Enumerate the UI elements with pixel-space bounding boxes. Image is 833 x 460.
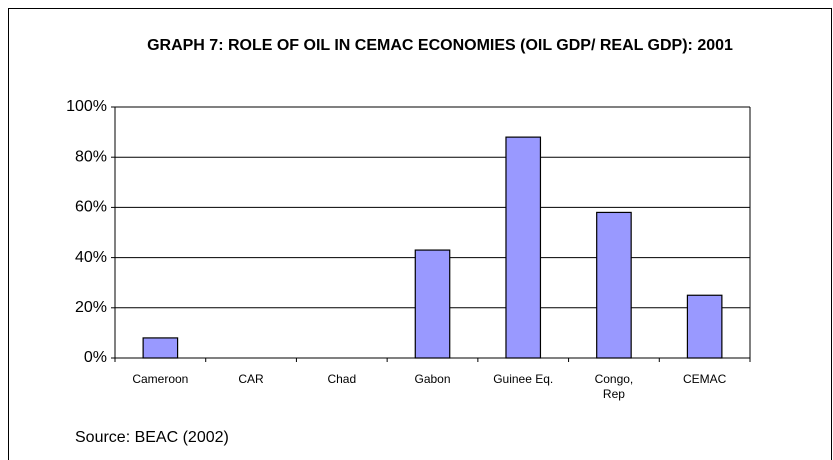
y-tick-label: 40% bbox=[75, 249, 107, 266]
x-tick-label: Guinee Eq. bbox=[493, 372, 553, 386]
chart-title: GRAPH 7: ROLE OF OIL IN CEMAC ECONOMIES … bbox=[147, 37, 733, 54]
bar bbox=[414, 249, 451, 359]
bar bbox=[686, 294, 723, 359]
y-tick-label: 100% bbox=[66, 98, 107, 115]
y-tick-label: 20% bbox=[75, 299, 107, 316]
bar bbox=[596, 211, 632, 359]
bar bbox=[142, 337, 179, 359]
y-tick-label: 0% bbox=[84, 349, 107, 366]
x-tick-label: Chad bbox=[327, 372, 356, 386]
frame bbox=[8, 8, 832, 460]
y-tick-label: 60% bbox=[75, 199, 107, 216]
x-tick-label: Gabon bbox=[414, 372, 450, 386]
y-tick-label: 80% bbox=[75, 148, 107, 165]
source-note: Source: BEAC (2002) bbox=[75, 429, 229, 446]
title-box: GRAPH 7: ROLE OF OIL IN CEMAC ECONOMIES … bbox=[147, 37, 733, 54]
x-tick-label: Congo, Rep bbox=[595, 372, 634, 401]
bar bbox=[505, 136, 542, 359]
x-tick-label: Cameroon bbox=[132, 372, 188, 386]
x-tick-label: CAR bbox=[238, 372, 264, 386]
x-tick-label: CEMAC bbox=[683, 372, 727, 386]
